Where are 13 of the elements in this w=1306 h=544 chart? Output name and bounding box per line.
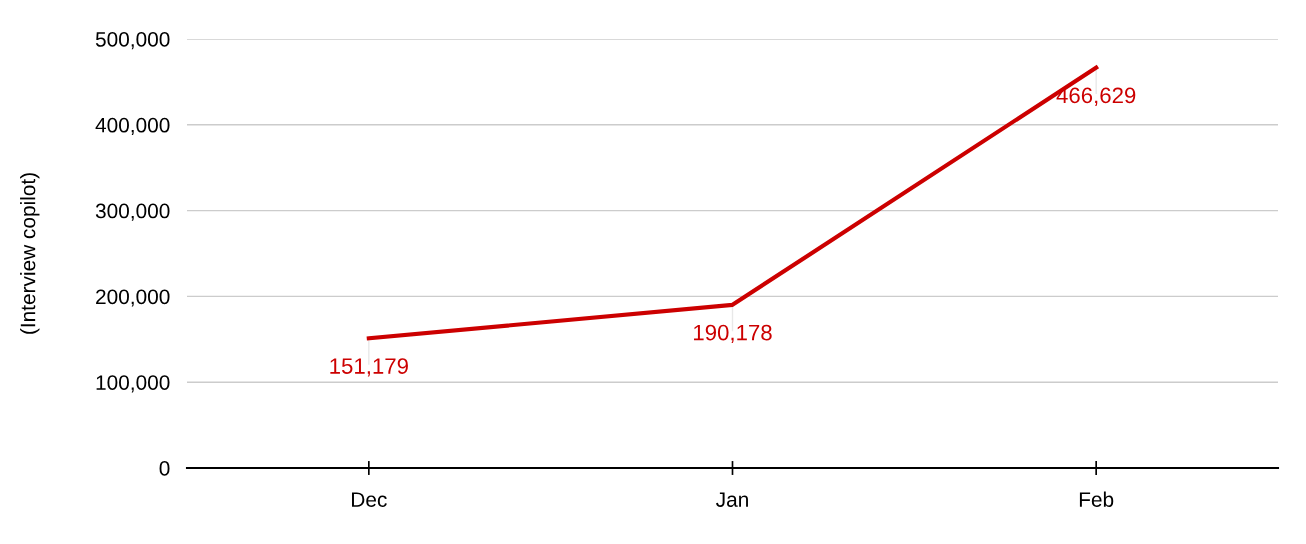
x-tick-label: Jan <box>716 492 748 507</box>
y-tick-label: 200,000 <box>96 289 170 307</box>
data-label: 151,179 <box>330 358 408 377</box>
y-tick-label: 100,000 <box>96 375 170 393</box>
y-tick-label: 500,000 <box>95 32 170 50</box>
y-tick-label: 0 <box>159 461 170 476</box>
y-axis-title: (Interview copilot) <box>20 173 40 334</box>
data-label: 190,178 <box>694 324 772 344</box>
x-tick-label: Dec <box>352 492 387 507</box>
x-tick-label: Feb <box>1079 491 1114 507</box>
y-tick-label: 400,000 <box>95 117 170 136</box>
y-tick-label: 300,000 <box>95 203 170 221</box>
data-label: 466,629 <box>1056 87 1136 106</box>
